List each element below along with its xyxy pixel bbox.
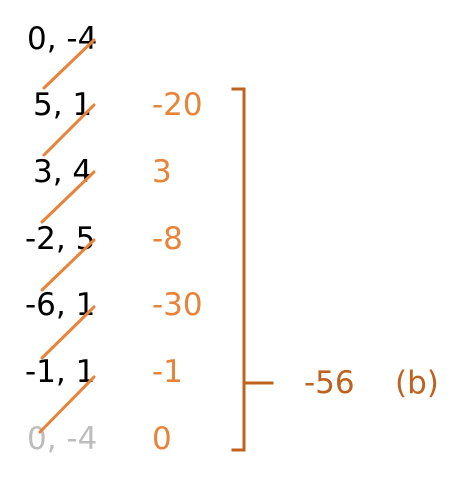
vertex-pair: 5, 1 <box>33 87 93 123</box>
cross-product: 3 <box>152 154 172 190</box>
sum-value: -56 <box>304 365 355 401</box>
cross-line <box>42 38 96 90</box>
cross-product: -30 <box>152 287 203 323</box>
figure-label: (b) <box>395 365 439 401</box>
sum-bracket <box>231 87 246 452</box>
vertex-pair: -1, 1 <box>25 354 96 390</box>
vertex-pair: 0, -4 <box>27 21 98 57</box>
cross-line <box>40 170 96 224</box>
cross-product: -8 <box>152 221 183 257</box>
cross-line <box>42 103 96 157</box>
vertex-pair: -2, 5 <box>25 221 96 257</box>
cross-product: 0 <box>152 421 172 457</box>
cross-product: -1 <box>152 354 183 390</box>
cross-line <box>40 305 96 360</box>
cross-product: -20 <box>152 87 203 123</box>
cross-line <box>40 238 96 292</box>
cross-line <box>38 375 96 434</box>
vertex-pair: -6, 1 <box>25 287 96 323</box>
vertex-pair: 3, 4 <box>33 154 93 190</box>
